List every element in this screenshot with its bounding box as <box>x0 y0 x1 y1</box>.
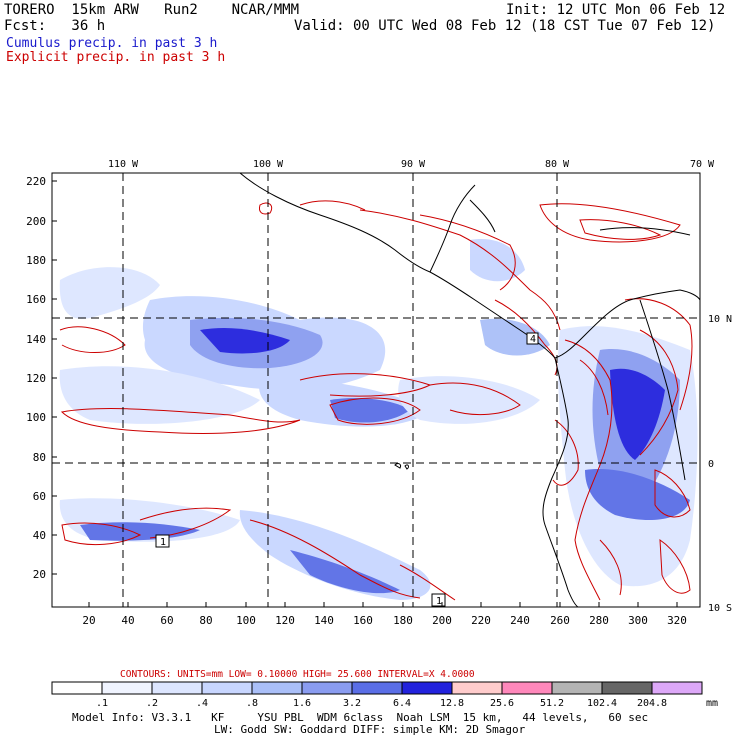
y-grid-label: 100 <box>26 411 46 424</box>
x-grid-label: 240 <box>510 614 530 627</box>
colorbar-swatch <box>501 681 553 695</box>
colorbar <box>51 681 703 695</box>
model-title: TORERO 15km ARW Run2 NCAR/MMM <box>4 2 300 18</box>
colorbar-swatch <box>251 681 303 695</box>
model-info: Model Info: V3.3.1 KF YSU PBL WDM 6class… <box>72 711 649 724</box>
colorbar-tick-label: 51.2 <box>540 698 564 709</box>
x-grid-label: 20 <box>82 614 95 627</box>
x-grid-label: 300 <box>628 614 648 627</box>
colorbar-swatch <box>201 681 253 695</box>
map-border <box>51 172 701 608</box>
lat-label: 10 N <box>708 314 732 325</box>
x-grid-label: 160 <box>353 614 373 627</box>
box-marker-labels: 4 1 1 <box>160 334 536 607</box>
lon-label: 70 W <box>690 159 715 170</box>
colorbar-tick-label: .1 <box>96 698 108 709</box>
valid-time: Valid: 00 UTC Wed 08 Feb 12 (18 CST Tue … <box>294 18 716 34</box>
colorbar-swatch <box>301 681 353 695</box>
colorbar-swatch <box>551 681 603 695</box>
x-grid-label: 260 <box>550 614 570 627</box>
physics-info: LW: Godd SW: Goddard DIFF: simple KM: 2D… <box>214 723 526 736</box>
x-grid-label: 120 <box>275 614 295 627</box>
x-grid-label: 200 <box>432 614 452 627</box>
box-marker-1a <box>155 534 170 548</box>
y-grid-label: 200 <box>26 215 46 228</box>
colorbar-tick-label: 1.6 <box>293 698 311 709</box>
field-label-explicit: Explicit precip. in past 3 h <box>6 50 226 65</box>
lat-lon-grid <box>52 173 700 607</box>
x-grid-label: 280 <box>589 614 609 627</box>
lon-label: 110 W <box>108 159 139 170</box>
colorbar-tick-label: 3.2 <box>343 698 361 709</box>
x-grid-label: 80 <box>199 614 212 627</box>
y-grid-label: 220 <box>26 175 46 188</box>
lon-label: 90 W <box>401 159 426 170</box>
x-grid-label: 140 <box>314 614 334 627</box>
y-grid-label: 180 <box>26 254 46 267</box>
field-label-cumulus: Cumulus precip. in past 3 h <box>6 36 218 51</box>
top-lon-labels: 110 W 100 W 90 W 80 W 70 W <box>108 159 715 170</box>
colorbar-tick-label: .2 <box>146 698 158 709</box>
y-grid-label: 120 <box>26 372 46 385</box>
x-grid-label: 100 <box>236 614 256 627</box>
x-grid-label: 60 <box>160 614 173 627</box>
init-time: Init: 12 UTC Mon 06 Feb 12 <box>506 2 726 18</box>
colorbar-labels: .1 .2 .4 .8 1.6 3.2 6.4 12.8 25.6 51.2 102.4 204.8 <box>96 698 667 709</box>
colorbar-tick-label: 102.4 <box>587 698 617 709</box>
lon-label: 80 W <box>545 159 570 170</box>
colorbar-tick-label: 25.6 <box>490 698 514 709</box>
colorbar-swatch <box>101 681 153 695</box>
x-grid-label: 320 <box>667 614 687 627</box>
colorbar-tick-label: .4 <box>196 698 208 709</box>
colorbar-swatch <box>401 681 453 695</box>
colorbar-swatch <box>651 681 703 695</box>
colorbar-swatch <box>601 681 653 695</box>
lon-label: 100 W <box>253 159 284 170</box>
colorbar-swatch <box>351 681 403 695</box>
y-grid-label: 160 <box>26 293 46 306</box>
coastlines <box>239 172 701 608</box>
colorbar-tick-label: 6.4 <box>393 698 411 709</box>
colorbar-unit: mm <box>706 698 718 709</box>
y-grid-label: 80 <box>33 451 46 464</box>
bottom-grid-labels: 20 40 60 80 100 120 140 160 180 200 220 … <box>82 614 687 627</box>
explicit-precip-contours <box>59 200 693 601</box>
box-marker-label: 4 <box>530 334 536 345</box>
lat-label: 0 <box>708 459 714 470</box>
contours-info: CONTOURS: UNITS=mm LOW= 0.10000 HIGH= 25… <box>120 669 475 680</box>
x-grid-label: 40 <box>121 614 134 627</box>
lat-label: 10 S <box>708 603 732 614</box>
y-grid-label: 60 <box>33 490 46 503</box>
colorbar-swatch <box>151 681 203 695</box>
forecast-hour: Fcst: 36 h <box>4 18 106 34</box>
box-marker-label: 1 <box>160 537 166 548</box>
right-lat-labels: 10 N 0 10 S <box>708 314 732 614</box>
y-grid-label: 40 <box>33 529 46 542</box>
box-marker-4 <box>526 332 539 345</box>
colorbar-tick-label: .8 <box>246 698 258 709</box>
colorbar-swatch <box>451 681 503 695</box>
box-marker-label: 1 <box>436 596 442 607</box>
colorbar-tick-label: 204.8 <box>637 698 667 709</box>
colorbar-swatch <box>51 681 103 695</box>
x-grid-label: 180 <box>393 614 413 627</box>
colorbar-tick-label: 12.8 <box>440 698 464 709</box>
left-grid-labels: 220 200 180 160 140 120 100 80 60 40 20 <box>26 175 46 581</box>
tick-marks <box>52 180 678 607</box>
y-grid-label: 140 <box>26 333 46 346</box>
y-grid-label: 20 <box>33 568 46 581</box>
x-grid-label: 220 <box>471 614 491 627</box>
